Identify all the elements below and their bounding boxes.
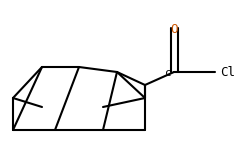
Text: O: O [170, 23, 178, 36]
Text: Cl: Cl [220, 65, 235, 79]
Text: c: c [165, 68, 171, 78]
